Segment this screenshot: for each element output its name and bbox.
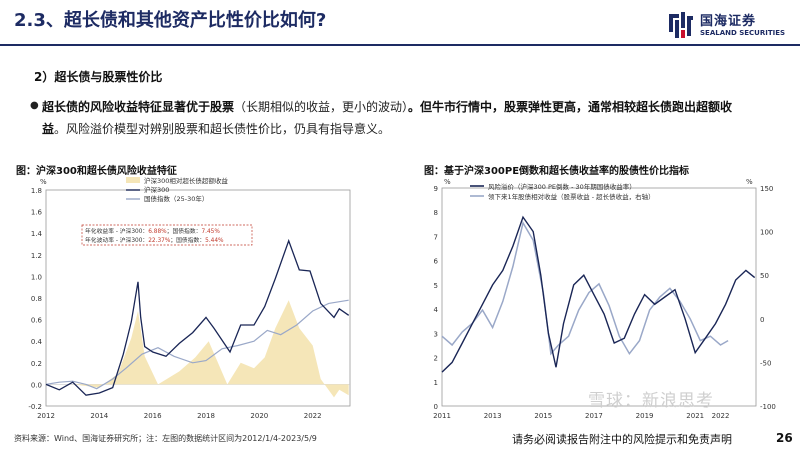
y-right-tick-label: 150 xyxy=(760,185,773,193)
y-left-tick-label: 8 xyxy=(434,209,438,217)
header-divider xyxy=(0,44,800,46)
legend-label-hs300: 沪深300 xyxy=(144,185,169,194)
logo-name-cn: 国海证券 xyxy=(700,14,757,29)
series-line-hs300 xyxy=(45,238,350,396)
y-unit-label: % xyxy=(40,178,47,186)
series-line-relative-return xyxy=(441,220,729,356)
para-plain-2: 。风险溢价模型对辨别股票和超长债性价比，仍具有指导意义。 xyxy=(54,122,391,136)
right-chart: % % 9 8 7 6 5 4 3 2 1 0 150 100 50 0 -50 -100 2011 2013 2015… xyxy=(433,178,776,420)
logo-name-en: SEALAND SECURITIES xyxy=(700,29,786,37)
y-tick-label: 1.2 xyxy=(31,252,42,260)
annotation-line: 年化收益率 - 沪深300：6.88%；国债指数：7.45% xyxy=(85,227,220,235)
y-left-tick-label: 2 xyxy=(434,355,438,363)
plot-frame xyxy=(45,189,351,407)
y-tick-label: 1.8 xyxy=(31,187,42,195)
y-left-tick-label: 4 xyxy=(434,306,439,314)
para-plain-1: （长期相似的收益，更小的波动） xyxy=(234,100,409,114)
watermark: 雪球：新浪思考 xyxy=(588,391,714,411)
x-tick-label: 2013 xyxy=(484,412,502,420)
left-figure-title: 图：沪深300和超长债风险收益特征 xyxy=(16,166,177,177)
x-tick-label: 2017 xyxy=(585,412,603,420)
legend-label-excess: 沪深300相对超长债超额收益 xyxy=(144,176,228,185)
x-tick-label: 2022 xyxy=(712,412,730,420)
x-tick-label: 2012 xyxy=(37,412,55,420)
y-right-tick-label: 100 xyxy=(760,229,773,237)
x-tick-label: 2015 xyxy=(534,412,552,420)
y-tick-label: -0.2 xyxy=(28,403,42,411)
y-left-tick-label: 0 xyxy=(434,403,438,411)
sealand-logo-icon xyxy=(669,12,693,38)
y-left-tick-label: 1 xyxy=(434,379,438,387)
page-title: 2.3、超长债和其他资产比性价比如何? xyxy=(14,10,327,31)
series-area-excess xyxy=(46,300,349,398)
company-logo: 国海证券 SEALAND SECURITIES xyxy=(666,10,786,46)
y-right-unit-label: % xyxy=(746,178,753,186)
y-tick-label: 1.0 xyxy=(31,273,42,281)
x-tick-label: 2020 xyxy=(250,412,268,420)
y-right-tick-label: -50 xyxy=(760,359,771,367)
y-left-tick-label: 9 xyxy=(434,185,438,193)
section-subheading: 2）超长债与股票性价比 xyxy=(34,70,163,84)
x-tick-label: 2016 xyxy=(144,412,162,420)
y-left-tick-label: 5 xyxy=(434,282,438,290)
y-right-tick-label: 50 xyxy=(760,272,769,280)
y-left-tick-label: 7 xyxy=(434,233,438,241)
y-tick-label: 0.8 xyxy=(31,295,42,303)
x-tick-label: 2018 xyxy=(197,412,215,420)
legend-label-bond: 国债指数（25-30年） xyxy=(144,194,208,203)
footer-source: 资料来源：Wind、国海证券研究所；注：左图的数据统计区间为2012/1/4-2… xyxy=(14,434,317,443)
y-tick-label: 0.2 xyxy=(31,360,42,368)
x-tick-label: 2011 xyxy=(433,412,451,420)
para-bold-2: 。但牛市行情中，股票弹性更高，通常相较超长债跑出超额收益 xyxy=(42,100,733,136)
bullet-icon: ● xyxy=(30,100,39,111)
legend-swatch-excess xyxy=(126,177,140,183)
plot-frame xyxy=(441,187,757,407)
page-number: 26 xyxy=(776,431,793,445)
y-tick-label: 0.4 xyxy=(31,338,43,346)
x-tick-label: 2019 xyxy=(636,412,654,420)
x-tick-label: 2021 xyxy=(686,412,704,420)
y-right-tick-label: -100 xyxy=(760,403,776,411)
y-left-unit-label: % xyxy=(444,178,451,186)
series-line-bond-index xyxy=(45,299,349,390)
y-tick-label: 1.6 xyxy=(31,209,43,217)
x-tick-label: 2022 xyxy=(304,412,322,420)
y-tick-label: 0.6 xyxy=(31,317,43,325)
y-left-tick-label: 6 xyxy=(434,258,439,266)
legend-label-risk-premium: 风险溢价（沪深300 PE倒数 - 30年期国债收益率） xyxy=(488,182,636,191)
annotation-line: 年化波动率 - 沪深300：22.37%；国债指数：5.44% xyxy=(85,236,224,244)
annotation-box xyxy=(81,224,253,246)
para-bold-1: 超长债的风险收益特征显著优于股票 xyxy=(42,100,235,114)
right-figure-title: 图：基于沪深300PE倒数和超长债收益率的股债性价比指标 xyxy=(424,166,690,177)
y-tick-label: 1.4 xyxy=(31,230,43,238)
y-right-tick-label: 0 xyxy=(760,316,764,324)
footer-disclaimer: 请务必阅读报告附注中的风险提示和免责声明 xyxy=(512,433,732,446)
legend-label-relative-return: 领下来1年股债相对收益（股票收益 - 超长债收益，右轴） xyxy=(488,192,655,201)
section-paragraph: 超长债的风险收益特征显著优于股票（长期相似的收益，更小的波动）。但牛市行情中，股… xyxy=(42,96,742,140)
x-tick-label: 2014 xyxy=(90,412,108,420)
series-line-risk-premium xyxy=(441,215,756,373)
y-tick-label: 0.0 xyxy=(31,381,42,389)
y-left-tick-label: 3 xyxy=(434,330,438,338)
